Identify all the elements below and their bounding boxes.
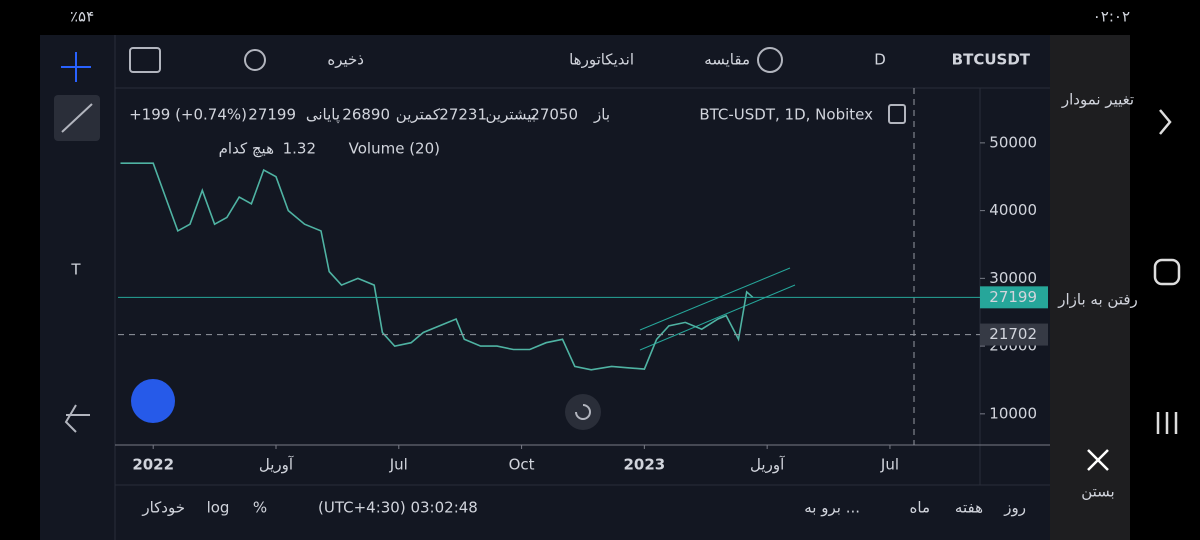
y-tick-label: 30000 — [989, 269, 1037, 287]
month[interactable]: ماه — [910, 499, 930, 517]
current-price-box — [980, 286, 1048, 309]
low-label: کمترین — [396, 106, 441, 124]
price-line — [120, 162, 754, 371]
x-tick-label: Oct — [509, 456, 535, 474]
nav-recent[interactable] — [1156, 412, 1178, 434]
marker-price-label: 21702 — [989, 325, 1037, 343]
channel-line — [639, 267, 791, 331]
x-tick-label: آوریل — [259, 456, 294, 474]
reset-button[interactable] — [565, 394, 601, 430]
close: 27199 — [248, 106, 296, 124]
y-tick-label: 10000 — [989, 404, 1037, 422]
goto[interactable]: برو به ... — [804, 499, 860, 517]
close-icon[interactable] — [1087, 449, 1109, 471]
volume-title: Volume (20) — [349, 140, 440, 158]
x-tick-label: آوریل — [750, 456, 785, 474]
week[interactable]: هفته — [955, 499, 983, 517]
change: +199 (+0.74%) — [129, 106, 247, 124]
save[interactable]: ذخیره — [327, 51, 364, 69]
open: 27050 — [530, 106, 578, 124]
channel-line — [639, 284, 796, 351]
logo — [131, 379, 175, 423]
nav-home[interactable] — [1153, 258, 1181, 286]
text-tool[interactable]: T — [70, 261, 81, 279]
battery: ٪۵۴ — [70, 8, 94, 26]
volume-value: 1.32 — [283, 140, 316, 158]
settings[interactable] — [244, 49, 266, 71]
indicators[interactable]: اندیکاتورها — [569, 51, 634, 69]
open-label: باز — [593, 106, 610, 124]
legend-title: BTC-USDT, 1D, Nobitex — [699, 106, 873, 124]
x-tick-label: 2022 — [132, 456, 174, 474]
close-button[interactable]: بستن — [1081, 483, 1115, 501]
clock: ۰۲:۰۲ — [1093, 8, 1130, 26]
compare-icon[interactable] — [757, 47, 783, 73]
reset-icon[interactable] — [575, 404, 591, 420]
high-label: بیشترین — [486, 106, 536, 124]
symbol[interactable]: BTCUSDT — [952, 51, 1031, 69]
compare[interactable]: مقایسه — [704, 51, 750, 69]
low: 26890 — [342, 106, 390, 124]
percent[interactable]: % — [253, 499, 267, 517]
change-chart[interactable]: تغییر نمودار — [1061, 91, 1134, 109]
x-tick-label: Jul — [880, 456, 899, 474]
trend-tool[interactable] — [61, 103, 93, 133]
app — [40, 35, 1050, 540]
nav-forward[interactable] — [1159, 109, 1172, 135]
volume-extra: هیچ کدام — [219, 140, 274, 158]
day[interactable]: روز — [1003, 499, 1026, 517]
interval[interactable]: D — [874, 51, 886, 69]
auto[interactable]: خودکار — [141, 499, 185, 517]
marker-price-box — [980, 323, 1048, 346]
utc-clock: (UTC+4:30) 03:02:48 — [318, 499, 478, 517]
side-panel — [1050, 35, 1130, 540]
high: 27231 — [439, 106, 487, 124]
y-tick-label: 50000 — [989, 133, 1037, 151]
current-price-label: 27199 — [989, 288, 1037, 306]
x-tick-label: 2023 — [623, 456, 665, 474]
x-tick-label: Jul — [389, 456, 408, 474]
camera[interactable] — [129, 47, 161, 73]
close-label: پایانی — [306, 106, 340, 125]
go-market[interactable]: رفتن به بازار — [1057, 291, 1138, 309]
log[interactable]: log — [207, 499, 230, 517]
collapse[interactable] — [888, 104, 906, 124]
back-arrow[interactable] — [64, 404, 90, 433]
y-tick-label: 40000 — [989, 201, 1037, 219]
